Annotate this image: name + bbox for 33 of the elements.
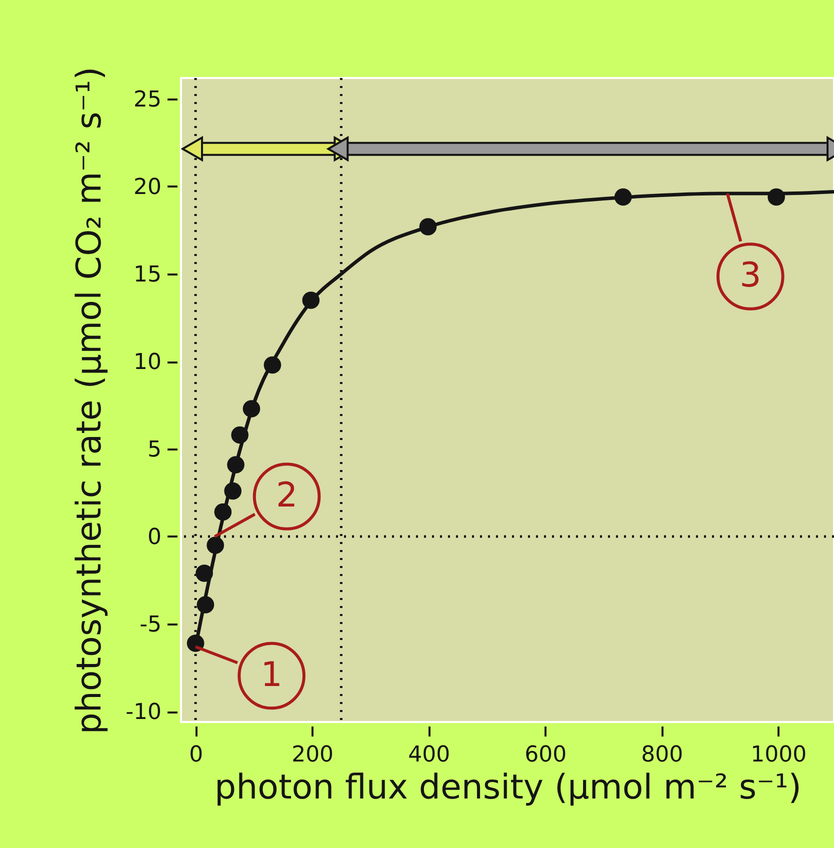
point	[186, 634, 204, 652]
y-tick-label: -10	[126, 700, 162, 725]
point	[231, 426, 248, 444]
point	[227, 456, 244, 474]
y-tick-label: 15	[134, 262, 162, 288]
point	[768, 188, 785, 206]
point	[206, 536, 224, 554]
x-tick-label: 200	[292, 742, 334, 768]
y-axis-title: photosynthetic rate (µmol CO₂ m⁻² s⁻¹)	[70, 66, 110, 734]
x-tick-label: 1000	[750, 742, 807, 768]
y-tick-label: 0	[148, 525, 162, 550]
y-tick-label: 10	[134, 350, 162, 375]
y-tick-label: 25	[134, 88, 162, 112]
annotation: 1	[260, 654, 282, 695]
point	[214, 503, 232, 521]
x-tick-label: 0	[189, 742, 204, 768]
annotation: 3	[740, 256, 762, 296]
x-tick-label: 600	[524, 742, 567, 768]
y-tick-label: 20	[134, 175, 162, 200]
y-tick-label: -5	[140, 612, 162, 638]
point	[242, 400, 260, 418]
x-axis-title: photon flux density (µmol m⁻² s⁻¹)	[214, 768, 802, 808]
point	[419, 218, 437, 236]
y-tick-label: 5	[148, 438, 162, 462]
annotation: 2	[276, 476, 298, 516]
point	[196, 596, 214, 614]
point	[196, 564, 213, 582]
x-tick-label: 800	[641, 742, 684, 768]
point	[264, 356, 282, 374]
point	[302, 292, 320, 309]
point	[224, 482, 242, 500]
x-tick-label: 400	[408, 742, 450, 768]
point	[614, 188, 632, 206]
